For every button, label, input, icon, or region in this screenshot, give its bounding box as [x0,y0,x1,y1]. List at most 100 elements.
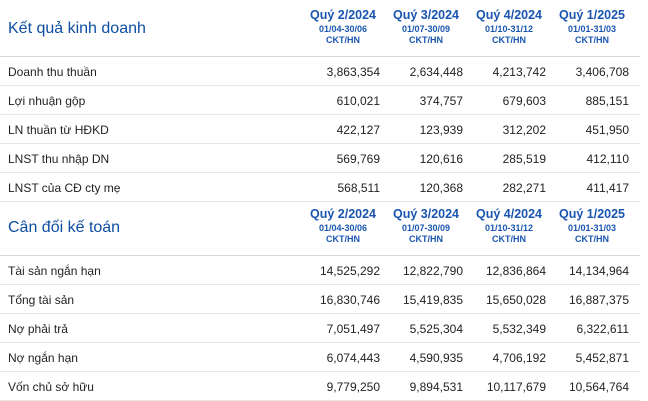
period-range: 01/01-31/03 [567,223,617,234]
row-value: 10,117,679 [486,380,546,394]
income-rows: Doanh thu thuần 3,863,354 2,634,448 4,21… [0,56,640,202]
balance-sheet-section: Cân đối kế toán Quý 2/2024 01/04-30/06 C… [0,199,640,401]
period-range: 01/10-31/12 [484,24,534,35]
row-value: 12,822,790 [402,264,463,278]
row-label: Tài sản ngắn hạn [8,264,101,278]
period-unit: CKT/HN [326,34,360,45]
row-value: 6,322,611 [576,322,630,336]
row-label: LNST thu nhập DN [8,152,110,166]
row-value: 5,532,349 [492,322,546,336]
row-value: 5,525,304 [409,322,463,336]
income-header: Kết quả kinh doanh Quý 2/2024 01/04-30/0… [0,0,640,56]
period-range: 01/07-30/09 [401,24,451,35]
row-value: 451,950 [585,123,629,137]
period-range: 01/07-30/09 [401,223,451,234]
period-label: Quý 4/2024 [475,207,542,221]
row-value: 679,603 [502,94,546,108]
row-value: 412,110 [586,152,630,166]
row-value: 3,406,708 [575,65,629,79]
period-unit: CKT/HN [326,233,360,244]
period-range: 01/04-30/06 [318,24,368,35]
period-label: Quý 3/2024 [392,207,459,221]
row-value: 374,757 [419,94,463,108]
income-statement-section: Kết quả kinh doanh Quý 2/2024 01/04-30/0… [0,0,640,202]
balance-title: Cân đối kế toán [8,219,121,236]
row-value: 4,590,935 [409,351,463,365]
row-value: 7,051,497 [326,322,380,336]
income-period-1: Quý 2/2024 01/04-30/06 CKT/HN [302,8,384,45]
row-value: 14,525,292 [319,264,380,278]
table-row: Lợi nhuận gộp 610,021 374,757 679,603 88… [0,86,640,115]
row-label: Lợi nhuận gộp [8,94,86,108]
row-value: 10,564,764 [568,380,629,394]
row-value: 9,779,250 [326,380,380,394]
balance-period-3: Quý 4/2024 01/10-31/12 CKT/HN [468,207,550,244]
balance-rows: Tài sản ngắn hạn 14,525,292 12,822,790 1… [0,255,640,401]
row-value: 312,202 [502,123,546,137]
row-value: 15,419,835 [402,293,463,307]
period-range: 01/01-31/03 [567,24,617,35]
table-row: LNST thu nhập DN 569,769 120,616 285,519… [0,144,640,173]
row-value: 16,887,375 [568,293,629,307]
period-label: Quý 3/2024 [392,8,459,22]
period-unit: CKT/HN [492,34,526,45]
row-value: 6,074,443 [326,351,380,365]
row-value: 2,634,448 [409,65,463,79]
row-value: 14,134,964 [568,264,629,278]
row-value: 411,417 [586,181,630,195]
row-value: 885,151 [585,94,629,108]
row-label: Doanh thu thuần [8,65,97,79]
row-value: 568,511 [337,181,381,195]
table-row: Vốn chủ sở hữu 9,779,250 9,894,531 10,11… [0,372,640,401]
income-period-4: Quý 1/2025 01/01-31/03 CKT/HN [551,8,633,45]
row-label: Tổng tài sản [8,293,75,307]
row-value: 15,650,028 [485,293,546,307]
row-label: Vốn chủ sở hữu [8,380,94,394]
row-value: 120,368 [419,181,463,195]
row-value: 569,769 [336,152,380,166]
period-label: Quý 4/2024 [475,8,542,22]
period-unit: CKT/HN [492,233,526,244]
row-label: Nợ ngắn hạn [8,351,78,365]
period-range: 01/04-30/06 [318,223,368,234]
row-value: 610,021 [336,94,380,108]
row-value: 4,213,742 [492,65,546,79]
table-row: LN thuần từ HĐKD 422,127 123,939 312,202… [0,115,640,144]
row-value: 285,519 [502,152,546,166]
period-unit: CKT/HN [409,233,443,244]
row-value: 9,894,531 [409,380,463,394]
row-value: 16,830,746 [319,293,380,307]
period-unit: CKT/HN [575,233,609,244]
period-range: 01/10-31/12 [484,223,534,234]
table-row: Tài sản ngắn hạn 14,525,292 12,822,790 1… [0,255,640,285]
period-label: Quý 1/2025 [558,8,625,22]
row-value: 5,452,871 [575,351,629,365]
table-row: Nợ phải trả 7,051,497 5,525,304 5,532,34… [0,314,640,343]
table-row: Tổng tài sản 16,830,746 15,419,835 15,65… [0,285,640,314]
row-value: 123,939 [419,123,463,137]
row-label: Nợ phải trả [8,322,68,336]
balance-period-2: Quý 3/2024 01/07-30/09 CKT/HN [385,207,467,244]
income-title: Kết quả kinh doanh [8,20,146,37]
row-value: 120,616 [419,152,463,166]
row-value: 12,836,864 [485,264,546,278]
row-label: LN thuần từ HĐKD [8,123,109,137]
balance-header: Cân đối kế toán Quý 2/2024 01/04-30/06 C… [0,199,640,255]
row-label: LNST của CĐ cty mẹ [8,181,121,195]
period-unit: CKT/HN [409,34,443,45]
balance-period-4: Quý 1/2025 01/01-31/03 CKT/HN [551,207,633,244]
period-label: Quý 2/2024 [309,8,376,22]
row-value: 282,271 [502,181,546,195]
period-label: Quý 1/2025 [558,207,625,221]
row-value: 3,863,354 [326,65,380,79]
period-label: Quý 2/2024 [309,207,376,221]
period-unit: CKT/HN [575,34,609,45]
income-period-3: Quý 4/2024 01/10-31/12 CKT/HN [468,8,550,45]
row-value: 422,127 [336,123,380,137]
table-row: Nợ ngắn hạn 6,074,443 4,590,935 4,706,19… [0,343,640,372]
table-row: LNST của CĐ cty mẹ 568,511 120,368 282,2… [0,173,640,202]
table-row: Doanh thu thuần 3,863,354 2,634,448 4,21… [0,56,640,86]
income-period-2: Quý 3/2024 01/07-30/09 CKT/HN [385,8,467,45]
balance-period-1: Quý 2/2024 01/04-30/06 CKT/HN [302,207,384,244]
row-value: 4,706,192 [492,351,546,365]
